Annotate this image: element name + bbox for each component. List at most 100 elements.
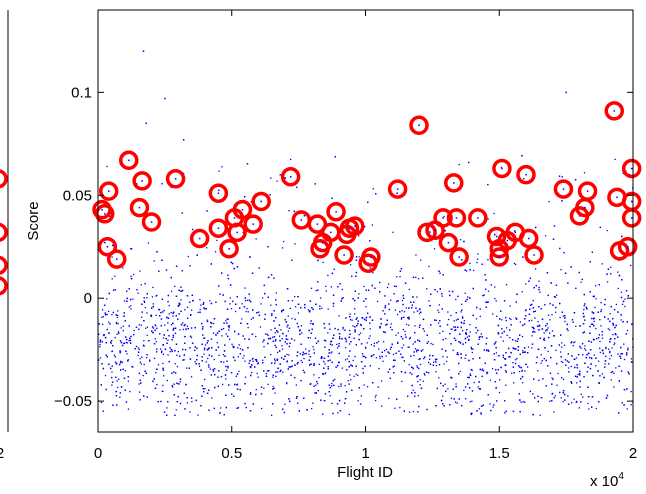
score-dot bbox=[264, 313, 266, 316]
score-dot bbox=[443, 405, 445, 407]
score-dot bbox=[194, 361, 196, 363]
score-dot bbox=[455, 312, 457, 314]
score-dot bbox=[255, 238, 257, 240]
score-dot bbox=[145, 372, 147, 374]
score-dot bbox=[365, 356, 367, 359]
score-dot bbox=[354, 313, 356, 315]
score-dot bbox=[478, 381, 480, 383]
score-dot bbox=[411, 384, 413, 387]
score-dot bbox=[579, 380, 581, 382]
score-dot bbox=[500, 310, 502, 312]
score-dot bbox=[505, 410, 507, 412]
score-dot bbox=[296, 362, 299, 365]
score-dot bbox=[495, 386, 497, 389]
anomaly-center-dot bbox=[217, 227, 220, 230]
score-dot bbox=[430, 324, 432, 326]
score-dot bbox=[143, 340, 145, 342]
score-dot bbox=[288, 210, 290, 212]
score-dot bbox=[585, 349, 587, 351]
score-dot bbox=[226, 360, 228, 362]
anomaly-circle bbox=[577, 181, 598, 201]
score-dot bbox=[447, 311, 449, 313]
score-dot bbox=[441, 295, 443, 297]
score-dot bbox=[454, 329, 456, 331]
score-dot bbox=[381, 355, 383, 358]
score-dot bbox=[463, 322, 465, 325]
score-dot bbox=[473, 381, 475, 384]
score-dot bbox=[414, 348, 417, 350]
score-dot bbox=[176, 365, 179, 368]
score-dot bbox=[213, 368, 216, 370]
score-dot bbox=[139, 399, 141, 401]
score-dot bbox=[581, 278, 583, 281]
score-dot bbox=[211, 355, 213, 357]
score-dot bbox=[378, 291, 381, 293]
score-dot bbox=[564, 393, 566, 396]
score-dot bbox=[265, 375, 268, 377]
score-dot bbox=[388, 352, 390, 354]
score-dot bbox=[279, 363, 281, 365]
score-dot bbox=[262, 341, 264, 343]
anomaly-center-dot bbox=[289, 176, 292, 178]
score-dot bbox=[486, 349, 488, 351]
score-dot bbox=[498, 379, 501, 381]
score-dot bbox=[275, 317, 277, 319]
score-dot bbox=[234, 310, 237, 313]
score-dot bbox=[598, 283, 600, 286]
score-dot bbox=[312, 323, 314, 325]
score-dot bbox=[469, 269, 471, 271]
score-dot bbox=[468, 161, 470, 164]
score-dot bbox=[549, 302, 551, 305]
score-dot bbox=[610, 371, 612, 374]
score-dot bbox=[568, 403, 570, 405]
score-dot bbox=[584, 345, 586, 347]
score-dot bbox=[402, 303, 404, 306]
score-dot bbox=[249, 300, 252, 303]
score-dot bbox=[525, 283, 527, 285]
score-dot bbox=[524, 351, 526, 353]
score-dot bbox=[323, 339, 326, 341]
score-dot bbox=[591, 357, 593, 360]
score-dot bbox=[537, 348, 540, 351]
y-tick-label: 0 bbox=[84, 290, 92, 307]
score-dot bbox=[281, 311, 283, 313]
score-dot bbox=[219, 293, 221, 295]
score-dot bbox=[283, 411, 286, 414]
score-dot bbox=[166, 379, 169, 382]
score-dot bbox=[349, 318, 352, 321]
score-dot bbox=[502, 354, 504, 357]
score-dot bbox=[338, 333, 341, 335]
score-dot bbox=[288, 398, 290, 400]
score-dot bbox=[173, 394, 175, 396]
score-dot bbox=[519, 321, 522, 323]
score-dot bbox=[270, 304, 272, 306]
score-dot bbox=[468, 359, 470, 362]
score-dot bbox=[435, 361, 437, 363]
score-dot bbox=[104, 241, 106, 244]
score-dot bbox=[586, 353, 588, 356]
score-dot bbox=[111, 314, 113, 316]
score-dot bbox=[553, 225, 556, 227]
score-dot bbox=[572, 344, 574, 347]
score-dot bbox=[519, 399, 521, 401]
score-dot bbox=[418, 340, 421, 342]
score-dot bbox=[313, 352, 315, 354]
score-dot bbox=[504, 358, 506, 360]
score-dot bbox=[310, 363, 312, 365]
score-dot bbox=[589, 325, 591, 328]
score-dot bbox=[106, 298, 108, 300]
score-dot bbox=[187, 255, 189, 258]
score-dot bbox=[196, 359, 198, 361]
score-dot bbox=[225, 369, 228, 372]
score-dot bbox=[206, 349, 209, 351]
score-dot bbox=[455, 329, 457, 331]
score-dot bbox=[99, 357, 102, 359]
score-dot bbox=[511, 372, 513, 374]
score-dot bbox=[101, 341, 104, 343]
score-dot bbox=[257, 362, 259, 364]
score-dot bbox=[516, 293, 518, 295]
score-dot bbox=[610, 266, 612, 269]
score-dot bbox=[129, 298, 132, 301]
score-dot bbox=[626, 321, 628, 323]
score-dot bbox=[453, 398, 455, 400]
